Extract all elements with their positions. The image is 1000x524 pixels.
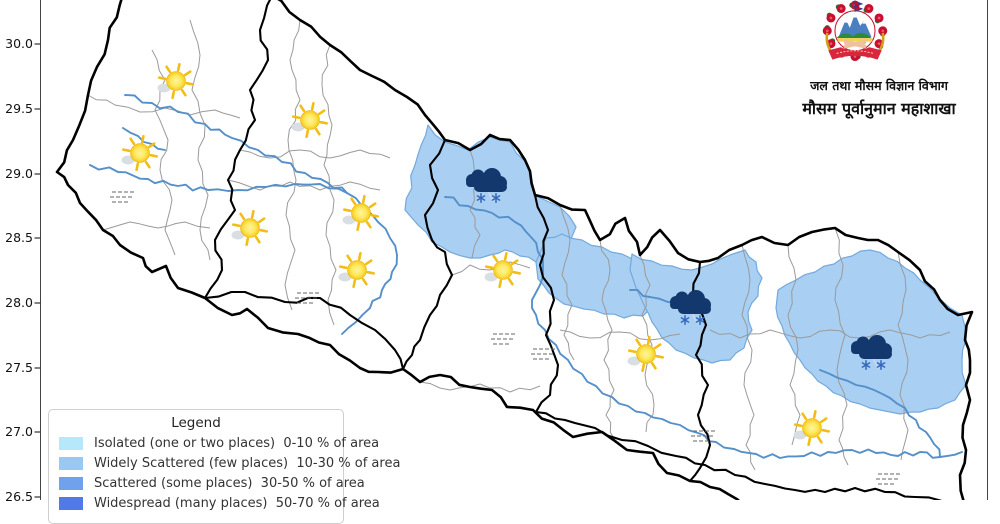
country-border	[55, 0, 974, 500]
district-border	[599, 239, 616, 441]
legend-color-swatch	[59, 477, 83, 490]
legend-row: Widespread (many places) 50-70 % of area	[59, 496, 380, 511]
river	[733, 448, 963, 459]
province-border	[402, 139, 454, 370]
axis-spines	[40, 0, 988, 500]
district-border	[559, 204, 575, 361]
river	[122, 127, 166, 151]
legend-box: Legend Isolated (one or two places) 0-10…	[48, 409, 400, 524]
logo-division-name: मौसम पूर्वानुमान महाशाखा	[802, 99, 956, 118]
province-border	[204, 0, 272, 299]
tiny-place-label-dashes	[295, 292, 319, 304]
district-border	[787, 244, 801, 446]
latitude-tick-label: 26.5	[5, 488, 33, 504]
logo-department-name: जल तथा मौसम विज्ञान विभाग	[810, 78, 948, 93]
axis-ticks-layer	[34, 43, 41, 498]
district-border	[102, 221, 211, 231]
district-border	[834, 227, 849, 466]
tiny-place-label-dashes	[531, 348, 555, 360]
latitude-tick-label: 27.0	[5, 423, 33, 439]
legend-row: Widely Scattered (few places) 10-30 % of…	[59, 456, 400, 471]
river	[124, 94, 398, 335]
district-border	[897, 251, 909, 461]
tiny-place-label-dashes	[876, 473, 900, 485]
legend-title: Legend	[171, 415, 221, 431]
dhm-logo-block: जल तथा मौसम विज्ञान विभाग मौसम पूर्वानुम…	[790, 0, 968, 119]
province-border	[204, 290, 405, 370]
legend-label: Widely Scattered (few places) 10-30 % of…	[94, 456, 401, 471]
legend-color-swatch	[59, 457, 83, 470]
province-border	[535, 410, 943, 500]
latitude-tick-label: 27.5	[5, 359, 33, 375]
country-border-layer	[55, 0, 974, 500]
tiny-place-label-dashes	[491, 333, 515, 345]
latitude-tick-label: 28.5	[5, 229, 33, 245]
legend-color-swatch	[59, 437, 83, 450]
district-border	[419, 381, 541, 393]
legend-row: Scattered (some places) 30-50 % of area	[59, 476, 365, 491]
tiny-place-labels-layer	[110, 191, 900, 485]
nepal-government-emblem-icon	[822, 0, 888, 62]
district-border	[284, 19, 301, 311]
legend-label: Isolated (one or two places) 0-10 % of a…	[94, 436, 380, 451]
legend-row: Isolated (one or two places) 0-10 % of a…	[59, 436, 379, 451]
legend-color-swatch	[59, 497, 83, 510]
district-border	[239, 149, 391, 159]
district-border	[87, 94, 241, 119]
district-border	[151, 49, 176, 256]
legend-label: Scattered (some places) 30-50 % of area	[94, 476, 365, 491]
latitude-tick-label: 28.0	[5, 294, 33, 310]
district-border	[451, 261, 531, 276]
legend-label: Widespread (many places) 50-70 % of area	[94, 496, 380, 511]
tiny-place-label-dashes	[691, 430, 715, 442]
river	[819, 369, 941, 458]
latitude-tick-label: 29.5	[5, 100, 33, 116]
river	[89, 164, 348, 194]
district-border	[469, 149, 481, 259]
province-border	[533, 194, 560, 413]
district-border	[321, 44, 337, 326]
district-border	[189, 19, 211, 261]
district-border	[741, 244, 756, 471]
latitude-tick-label: 30.0	[5, 35, 33, 51]
tiny-place-label-dashes	[110, 191, 134, 203]
latitude-tick-label: 29.0	[5, 165, 33, 181]
district-border	[559, 329, 681, 341]
map-canvas	[34, 0, 988, 500]
district-border	[709, 329, 951, 339]
nepal-weather-map	[34, 0, 988, 500]
